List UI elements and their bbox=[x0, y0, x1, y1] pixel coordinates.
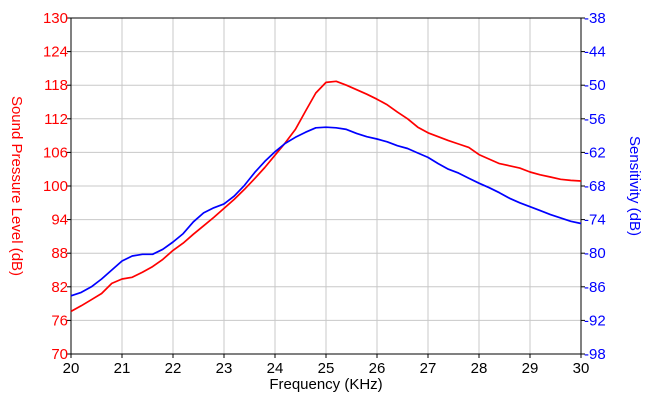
left-tick-label: 94 bbox=[51, 212, 68, 229]
left-tick-label: 112 bbox=[44, 111, 68, 128]
left-axis-title: Sound Pressure Level (dB) bbox=[8, 96, 25, 276]
right-tick-label: -62 bbox=[584, 144, 606, 161]
right-tick-label: -92 bbox=[584, 312, 606, 329]
right-tick-label: -74 bbox=[584, 212, 606, 229]
right-tick-label: -56 bbox=[584, 111, 606, 128]
left-tick-label: 106 bbox=[43, 144, 68, 161]
right-tick-label: -44 bbox=[584, 44, 606, 61]
x-tick-label: 29 bbox=[522, 360, 539, 377]
x-tick-label: 21 bbox=[114, 360, 131, 377]
x-tick-label: 22 bbox=[165, 360, 182, 377]
left-axis-ticks: 70 76 82 88 94 100 106 112 118 124 130 bbox=[43, 10, 71, 363]
x-tick-label: 30 bbox=[573, 360, 590, 377]
x-tick-label: 25 bbox=[318, 360, 335, 377]
left-tick-label: 76 bbox=[51, 312, 68, 329]
series-line-sensitivity bbox=[70, 126, 582, 297]
x-tick-label: 24 bbox=[267, 360, 284, 377]
right-axis-title: Sensitivity (dB) bbox=[626, 136, 643, 236]
x-tick-label: 26 bbox=[369, 360, 386, 377]
x-axis-ticks: 20 21 22 23 24 25 26 27 28 29 30 bbox=[63, 354, 590, 377]
left-tick-label: 100 bbox=[43, 178, 68, 195]
left-tick-label: 118 bbox=[44, 77, 68, 94]
right-tick-label: -98 bbox=[584, 346, 606, 363]
x-tick-label: 28 bbox=[471, 360, 488, 377]
grid-lines bbox=[70, 17, 582, 355]
left-tick-label: 82 bbox=[51, 279, 68, 296]
right-tick-label: -80 bbox=[584, 245, 606, 262]
left-tick-label: 124 bbox=[43, 44, 68, 61]
left-tick-label: 70 bbox=[51, 346, 68, 363]
right-tick-label: -38 bbox=[584, 10, 606, 27]
x-axis-title: Frequency (KHz) bbox=[269, 376, 382, 393]
x-tick-label: 27 bbox=[420, 360, 437, 377]
right-axis-ticks: -98 -92 -86 -80 -74 -68 -62 -56 -50 -44 -38 bbox=[581, 10, 606, 363]
series-layer bbox=[70, 80, 582, 313]
right-tick-label: -86 bbox=[584, 279, 606, 296]
left-tick-label: 88 bbox=[51, 245, 68, 262]
x-tick-label: 23 bbox=[216, 360, 233, 377]
left-tick-label: 130 bbox=[43, 10, 68, 27]
series-line-sound-pressure-level bbox=[70, 80, 582, 313]
right-tick-label: -50 bbox=[584, 77, 606, 94]
right-tick-label: -68 bbox=[584, 178, 606, 195]
x-tick-label: 20 bbox=[63, 360, 80, 377]
